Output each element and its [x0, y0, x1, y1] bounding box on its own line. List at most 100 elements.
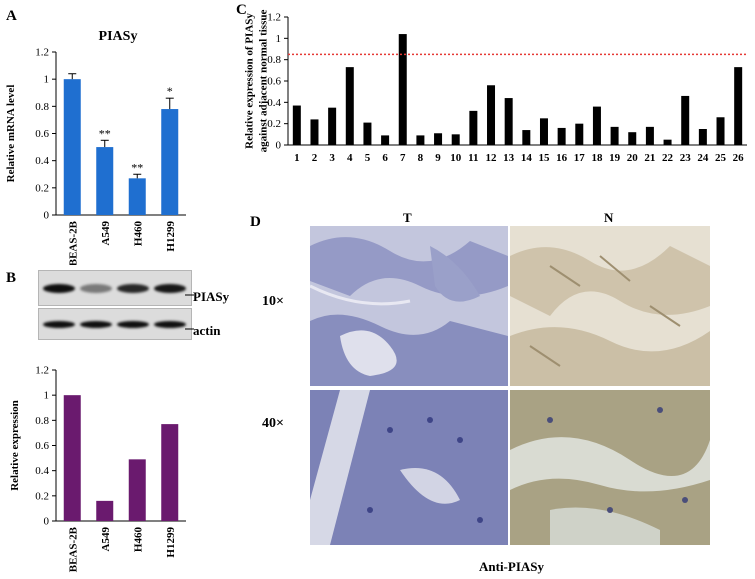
x-tick-label: 15 [538, 152, 550, 164]
y-axis-label-group: Relative expression of PIASy against adja… [244, 10, 270, 153]
blot-band [117, 320, 149, 328]
ihc-image-normal-40x [510, 390, 710, 545]
x-tick-label: 7 [400, 152, 406, 164]
x-tick-label-group: A549 [100, 527, 112, 552]
panel-d-caption: Anti-PIASy [479, 559, 545, 574]
bar [663, 139, 672, 145]
y-axis-label-group: Relative mRNA level [5, 85, 17, 183]
y-tick-label: 0.6 [35, 128, 49, 140]
blot-band [154, 320, 186, 328]
blot-band [80, 283, 112, 293]
x-tick-label-group: H460 [132, 221, 144, 247]
bar [128, 178, 146, 215]
bar [522, 130, 531, 145]
x-tick-label: 1 [294, 152, 300, 164]
blot-band [117, 283, 149, 293]
bar [592, 106, 601, 145]
y-axis-label: Relative mRNA level [5, 85, 17, 183]
y-tick-label: 1 [44, 74, 50, 86]
bar [434, 133, 443, 145]
bar [328, 107, 337, 145]
row-label-40x: 40× [262, 416, 284, 431]
x-tick-label: 19 [609, 152, 621, 164]
x-tick-label: BEAS-2B [67, 526, 79, 572]
x-tick-label: 18 [591, 152, 603, 164]
y-tick-label: 0.6 [35, 440, 49, 452]
y-tick-label: 1.2 [35, 365, 49, 377]
x-tick-label: 23 [680, 152, 692, 164]
x-tick-label: 20 [627, 152, 639, 164]
bar [451, 134, 460, 145]
x-tick-label: H460 [132, 527, 144, 553]
significance-marker: ** [99, 126, 111, 140]
y-axis-label-line: against adjacent normal tissue [257, 10, 269, 153]
y-axis-label-line: Relative expression of PIASy [244, 13, 256, 149]
x-tick-label: 5 [365, 152, 371, 164]
x-tick-label: 17 [574, 152, 586, 164]
bar [345, 67, 354, 145]
bar [487, 85, 496, 145]
y-tick-label: 1 [44, 390, 50, 402]
y-tick-label: 0 [276, 140, 282, 152]
bar [539, 118, 548, 145]
significance-marker: * [167, 84, 173, 98]
blot-label-ticks [185, 294, 194, 330]
row-label-10x: 10× [262, 294, 284, 309]
chart-a: PIASy 0 0.2 0.4 0.6 0.8 1 1.2 Relative mRNA leve… [5, 29, 186, 265]
x-tick-label: 26 [733, 152, 745, 164]
x-tick-label: 12 [486, 152, 498, 164]
chart-title: PIASy [99, 29, 138, 44]
x-tick-label: A549 [100, 221, 112, 246]
x-tick-label: 4 [347, 152, 353, 164]
y-tick-label: 1.2 [35, 47, 49, 59]
y-tick-label: 0.4 [35, 465, 49, 477]
x-tick-label: A549 [100, 527, 112, 552]
x-tick-label: H1299 [165, 527, 177, 558]
y-tick-label: 0.6 [267, 76, 281, 88]
x-tick-label-group: A549 [100, 221, 112, 246]
x-tick-label: 22 [662, 152, 674, 164]
x-tick-label: 24 [697, 152, 709, 164]
y-axis-label: Relative expression of PIASy against adja… [244, 10, 270, 153]
x-tick-label: 10 [450, 152, 462, 164]
x-tick-label-group: H460 [132, 527, 144, 553]
y-tick-label: 0 [44, 210, 50, 222]
bar [610, 126, 619, 145]
bar [63, 395, 81, 521]
y-tick-label: 0.4 [35, 155, 49, 167]
x-tick-label: 21 [644, 152, 655, 164]
blot-strip-protein [38, 270, 192, 306]
bar [363, 122, 372, 145]
significance-marker: ** [131, 160, 143, 174]
blot-band [43, 283, 75, 293]
y-axis-label: Relative expression [9, 400, 21, 491]
x-tick-label: H460 [132, 221, 144, 247]
x-tick-label: 8 [418, 152, 424, 164]
bar [161, 424, 179, 521]
blot-label-loading: actin [193, 323, 221, 338]
bar [96, 147, 114, 215]
x-tick-label: 2 [312, 152, 318, 164]
chart-b: 0 0.2 0.4 0.6 0.8 1 1.2 Relative expression BEAS… [9, 365, 186, 572]
bar [557, 127, 566, 145]
bar [575, 123, 584, 145]
bar [292, 105, 301, 145]
blot-band [43, 320, 75, 328]
x-tick-label: H1299 [165, 221, 177, 252]
bar [504, 98, 513, 145]
panel-letter-c: C [236, 2, 247, 18]
y-tick-label: 1.2 [267, 12, 281, 24]
bar [645, 126, 654, 145]
panel-letter-a: A [6, 8, 17, 24]
bar [716, 117, 725, 145]
x-tick-label: BEAS-2B [67, 220, 79, 265]
western-blot [38, 270, 198, 342]
x-tick-label: 11 [468, 152, 478, 164]
bar [128, 459, 146, 521]
y-tick-label: 0.8 [35, 415, 49, 427]
y-tick-label: 0.2 [35, 490, 49, 502]
ihc-image-normal-10x [510, 226, 710, 386]
bar [161, 109, 179, 215]
x-tick-label-group: H1299 [165, 527, 177, 558]
blot-band [154, 283, 186, 293]
